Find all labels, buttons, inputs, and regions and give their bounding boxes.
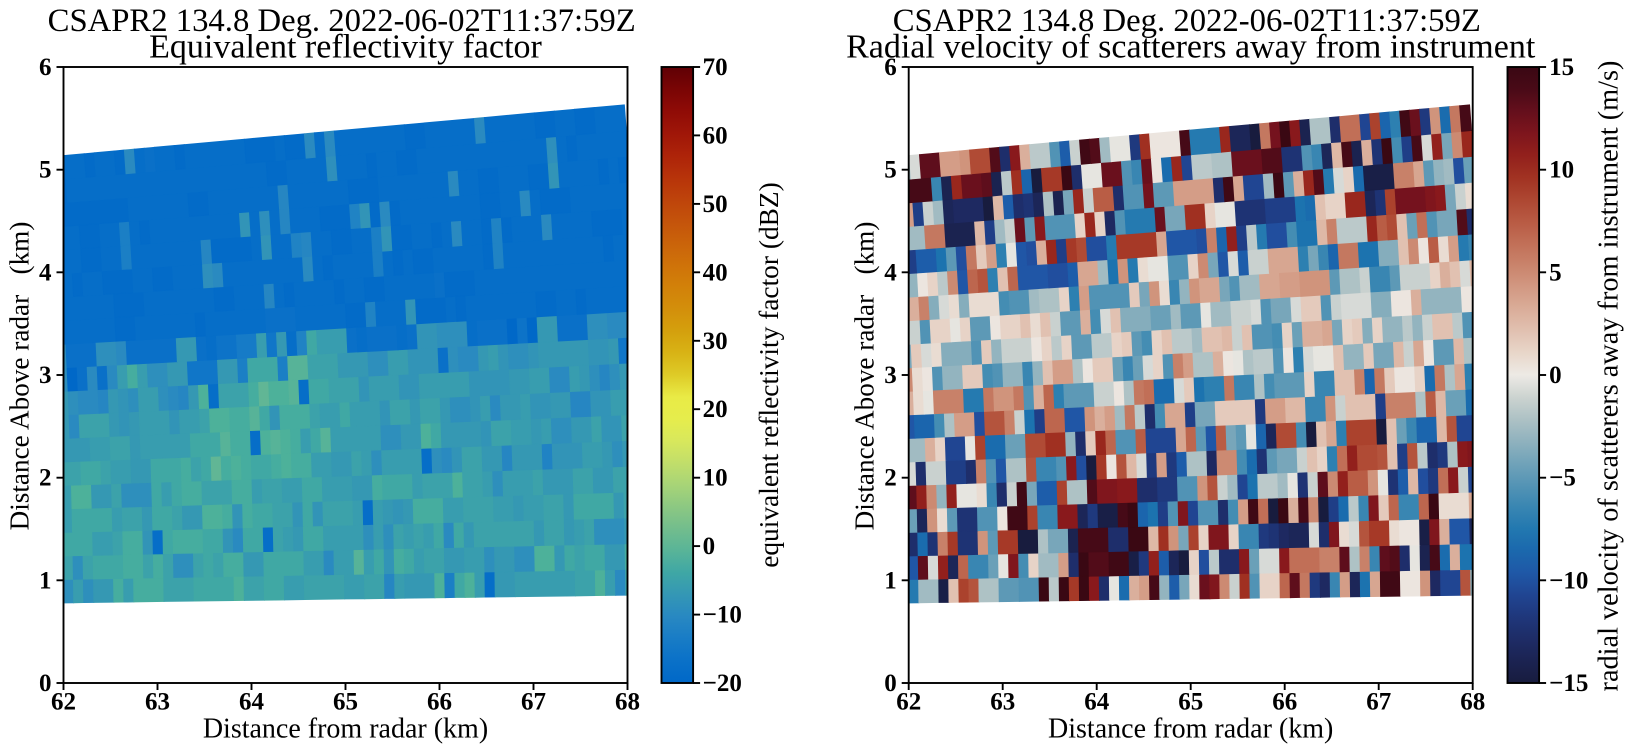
svg-text:67: 67 <box>1366 689 1391 716</box>
svg-text:Distance from radar (km): Distance from radar (km) <box>1048 714 1333 745</box>
svg-text:0: 0 <box>1549 362 1562 389</box>
svg-text:67: 67 <box>521 689 546 716</box>
svg-text:equivalent reflectivity factor: equivalent reflectivity factor (dBZ) <box>754 182 784 568</box>
svg-text:62: 62 <box>896 689 921 716</box>
svg-text:−15: −15 <box>1549 670 1588 697</box>
svg-text:62: 62 <box>51 689 76 716</box>
svg-text:CSAPR2 134.8 Deg. 2022-06-02T1: CSAPR2 134.8 Deg. 2022-06-02T11:37:59Z <box>48 3 636 39</box>
svg-text:Equivalent reflectivity factor: Equivalent reflectivity factor <box>149 29 542 66</box>
svg-text:63: 63 <box>145 689 170 716</box>
svg-text:66: 66 <box>427 689 452 716</box>
svg-text:70: 70 <box>703 54 728 81</box>
svg-text:Radial velocity of scatterers: Radial velocity of scatterers away from … <box>846 29 1536 66</box>
svg-text:64: 64 <box>1084 689 1110 716</box>
svg-text:2: 2 <box>39 465 52 492</box>
svg-text:66: 66 <box>1272 689 1297 716</box>
svg-text:60: 60 <box>703 122 728 149</box>
svg-text:−10: −10 <box>1549 567 1588 594</box>
svg-text:2: 2 <box>884 465 897 492</box>
svg-text:30: 30 <box>703 328 728 355</box>
svg-text:68: 68 <box>1460 689 1485 716</box>
svg-text:5: 5 <box>1549 259 1562 286</box>
svg-text:15: 15 <box>1549 54 1574 81</box>
svg-text:3: 3 <box>39 362 52 389</box>
svg-text:radial velocity of scatterers: radial velocity of scatterers away from … <box>1594 61 1625 692</box>
svg-text:63: 63 <box>990 689 1015 716</box>
svg-text:−5: −5 <box>1549 465 1576 492</box>
svg-text:5: 5 <box>884 157 897 184</box>
svg-text:Distance Above radar (km): Distance Above radar (km) <box>5 222 35 531</box>
svg-text:10: 10 <box>1549 157 1574 184</box>
svg-text:1: 1 <box>884 567 897 594</box>
svg-text:50: 50 <box>703 191 728 218</box>
svg-text:40: 40 <box>703 259 728 286</box>
svg-text:68: 68 <box>615 689 640 716</box>
svg-text:Distance Above radar (km): Distance Above radar (km) <box>850 222 880 531</box>
svg-text:10: 10 <box>703 465 728 492</box>
svg-text:Distance from radar (km): Distance from radar (km) <box>203 714 488 745</box>
svg-text:6: 6 <box>884 54 897 81</box>
svg-text:5: 5 <box>39 157 52 184</box>
svg-text:CSAPR2 134.8 Deg. 2022-06-02T1: CSAPR2 134.8 Deg. 2022-06-02T11:37:59Z <box>893 3 1481 39</box>
svg-text:3: 3 <box>884 362 897 389</box>
svg-text:64: 64 <box>239 689 265 716</box>
svg-text:65: 65 <box>333 689 358 716</box>
svg-text:−10: −10 <box>703 602 742 629</box>
svg-text:4: 4 <box>39 259 52 286</box>
svg-text:0: 0 <box>884 670 897 697</box>
svg-text:20: 20 <box>703 396 728 423</box>
svg-text:1: 1 <box>39 567 52 594</box>
svg-text:−20: −20 <box>703 670 742 697</box>
svg-text:4: 4 <box>884 259 897 286</box>
svg-text:6: 6 <box>39 54 52 81</box>
svg-text:0: 0 <box>703 533 716 560</box>
svg-text:0: 0 <box>39 670 52 697</box>
svg-text:65: 65 <box>1178 689 1203 716</box>
